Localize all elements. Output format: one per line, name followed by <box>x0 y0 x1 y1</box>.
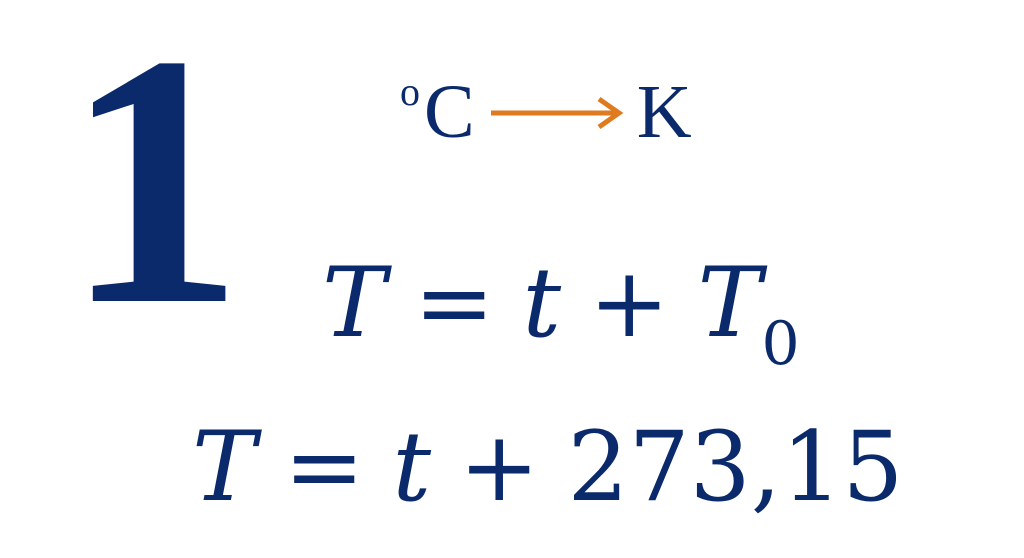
kelvin-unit: K <box>636 70 692 154</box>
eq1-rhs-var: T <box>697 247 762 359</box>
celsius-unit: C <box>424 70 475 154</box>
right-arrow-icon <box>490 96 624 130</box>
eq2-lhs: T <box>192 411 257 523</box>
unit-conversion: o C K <box>400 69 692 154</box>
slide-number: 1 <box>64 0 244 379</box>
eq2-t: t <box>392 411 432 523</box>
eq1-lhs: T <box>322 247 387 359</box>
eq1-plus: + <box>589 247 670 359</box>
formula-general: T = t + T0 <box>322 247 800 379</box>
eq1-t: t <box>522 247 562 359</box>
eq2-plus: + <box>459 411 540 523</box>
eq2-constant: 273,15 <box>567 411 904 523</box>
eq2-equals: = <box>284 411 365 523</box>
degree-sign: o <box>400 69 420 114</box>
formula-numeric: T = t +273,15 <box>192 412 903 522</box>
eq1-rhs-subscript: 0 <box>761 309 800 379</box>
eq1-equals: = <box>414 247 495 359</box>
